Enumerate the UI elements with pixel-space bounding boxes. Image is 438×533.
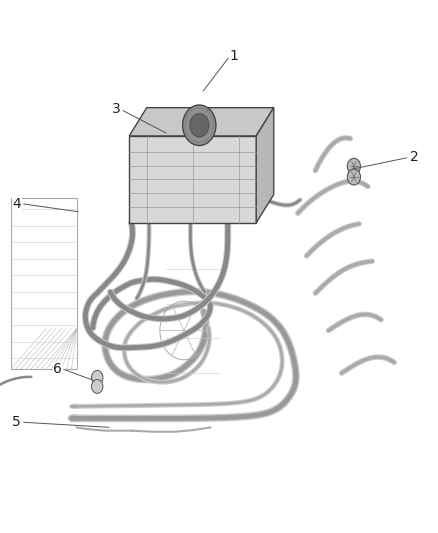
Circle shape <box>347 169 360 185</box>
Polygon shape <box>256 108 274 223</box>
Text: 2: 2 <box>410 150 418 164</box>
Polygon shape <box>129 108 274 136</box>
Text: 1: 1 <box>230 49 239 63</box>
Text: 5: 5 <box>12 415 21 429</box>
Text: 6: 6 <box>53 362 62 376</box>
Text: 4: 4 <box>12 197 21 211</box>
Bar <box>11 198 77 369</box>
Circle shape <box>190 114 209 137</box>
Circle shape <box>183 105 216 146</box>
Text: 3: 3 <box>112 102 120 116</box>
Polygon shape <box>129 136 256 223</box>
Circle shape <box>347 158 360 174</box>
Circle shape <box>92 370 103 384</box>
Circle shape <box>92 379 103 393</box>
